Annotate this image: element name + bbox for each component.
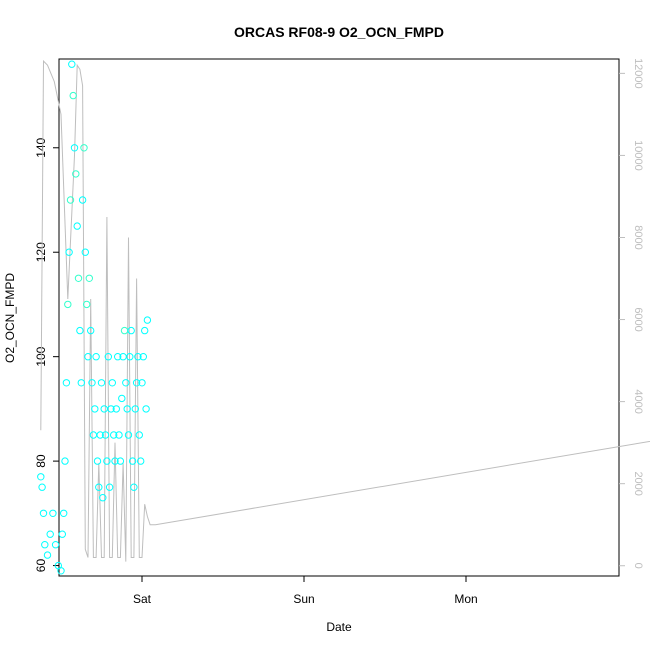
data-point [43, 551, 52, 559]
y2-tick-label: 4000 [632, 389, 644, 413]
data-point [114, 353, 122, 361]
altitude-line-layer [40, 59, 650, 562]
data-point [39, 509, 48, 517]
data-point [110, 431, 118, 439]
x-axis-label: Date [326, 620, 352, 634]
y2-tick-label: 10000 [632, 140, 644, 171]
data-point [107, 405, 115, 413]
data-point [80, 144, 88, 152]
x-tick-label: Sun [293, 592, 314, 606]
data-point [72, 170, 80, 178]
data-point [128, 457, 137, 465]
y2-tick-label: 12000 [632, 58, 644, 89]
y2-tick-label: 6000 [632, 307, 644, 331]
data-point [69, 91, 77, 100]
data-point [104, 353, 113, 361]
data-point [84, 353, 92, 361]
data-point [95, 483, 103, 491]
data-point [97, 379, 106, 387]
y-tick-label: 140 [34, 137, 48, 157]
data-point [139, 353, 148, 361]
data-point [118, 394, 126, 403]
data-point [60, 509, 68, 517]
data-point [57, 567, 65, 575]
data-points-layer [37, 60, 152, 575]
data-point [77, 379, 86, 387]
data-point [41, 541, 49, 549]
data-point [116, 457, 125, 465]
data-point [65, 248, 73, 256]
data-point [38, 483, 46, 491]
data-point [70, 144, 79, 152]
data-point [103, 457, 111, 465]
data-point [51, 541, 60, 549]
y-tick-label: 120 [34, 242, 48, 262]
x-tick-label: Sat [133, 592, 152, 606]
data-point [66, 196, 75, 204]
data-point [112, 405, 121, 413]
data-point [81, 248, 90, 256]
data-point [85, 274, 94, 282]
data-point [122, 379, 130, 387]
data-point [143, 316, 152, 324]
y-tick-label: 80 [34, 454, 48, 468]
data-point [124, 431, 133, 439]
data-point [64, 300, 72, 309]
data-point [83, 300, 91, 309]
data-point [61, 457, 69, 465]
data-point [105, 483, 114, 491]
data-point [87, 326, 95, 335]
y2-tick-label: 2000 [632, 471, 644, 495]
data-point [78, 196, 87, 204]
data-point [138, 379, 146, 387]
plot-frame [58, 58, 620, 577]
data-point [111, 457, 119, 465]
data-point [108, 379, 117, 387]
x-axis: Sat Sun Mon [133, 576, 478, 606]
data-point [74, 274, 83, 282]
data-point [126, 353, 134, 361]
altitude-line [40, 59, 650, 562]
data-point [137, 457, 145, 465]
data-point [96, 431, 104, 439]
data-point [120, 326, 129, 335]
data-point [135, 431, 144, 439]
y-axis-label: O2_OCN_FMPD [3, 273, 17, 363]
data-point [127, 326, 135, 335]
data-point [141, 326, 149, 335]
data-point [46, 530, 54, 538]
y-tick-label: 60 [34, 559, 48, 573]
data-point [123, 405, 131, 413]
data-point [131, 405, 140, 413]
data-point [62, 379, 71, 387]
data-point [89, 431, 98, 439]
data-point [92, 353, 100, 361]
data-point [73, 222, 81, 230]
data-point [99, 494, 107, 502]
right-axis: 0 2000 4000 6000 8000 10000 12000 [619, 58, 644, 569]
y2-tick-label: 0 [632, 563, 644, 569]
data-point [76, 326, 84, 335]
data-point [101, 431, 110, 439]
data-point [93, 457, 102, 465]
data-point [91, 405, 99, 413]
data-point [49, 509, 57, 517]
data-point [132, 379, 141, 387]
data-point [58, 530, 66, 538]
x-tick-label: Mon [454, 592, 477, 606]
data-point [142, 405, 150, 413]
data-point [37, 473, 45, 481]
data-point [130, 483, 138, 491]
data-point [68, 60, 76, 68]
data-point [115, 431, 123, 439]
data-point [88, 379, 96, 387]
chart-title: ORCAS RF08-9 O2_OCN_FMPD [234, 24, 444, 40]
y2-tick-label: 8000 [632, 225, 644, 249]
data-point [100, 405, 108, 413]
data-point [134, 353, 142, 361]
